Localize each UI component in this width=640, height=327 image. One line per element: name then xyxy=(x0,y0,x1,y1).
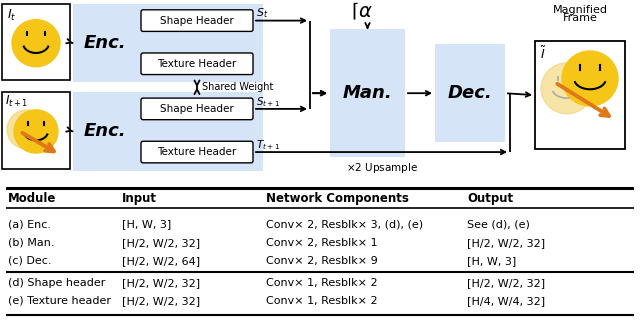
Text: Magnified: Magnified xyxy=(552,5,607,15)
Bar xyxy=(2,92,70,169)
Circle shape xyxy=(12,20,60,67)
Text: Shape Header: Shape Header xyxy=(160,104,234,114)
Text: Man.: Man. xyxy=(342,84,392,102)
Text: Enc.: Enc. xyxy=(84,34,126,52)
FancyBboxPatch shape xyxy=(141,98,253,120)
Text: [H, W, 3]: [H, W, 3] xyxy=(467,256,516,266)
Text: [H/2, W/2, 32]: [H/2, W/2, 32] xyxy=(122,278,200,288)
Bar xyxy=(535,41,625,149)
Text: [H/4, W/4, 32]: [H/4, W/4, 32] xyxy=(467,296,545,306)
Text: (a) Enc.: (a) Enc. xyxy=(8,219,51,230)
Text: Frame: Frame xyxy=(563,13,597,23)
Text: Shared Weight: Shared Weight xyxy=(202,82,273,92)
Bar xyxy=(73,4,263,82)
Circle shape xyxy=(541,63,593,114)
Text: Input: Input xyxy=(122,192,157,205)
Circle shape xyxy=(14,110,58,153)
Text: $S_t$: $S_t$ xyxy=(256,7,268,21)
Text: $S_{t+1}$: $S_{t+1}$ xyxy=(256,95,280,109)
Text: Output: Output xyxy=(467,192,513,205)
Text: [H/2, W/2, 32]: [H/2, W/2, 32] xyxy=(467,278,545,288)
Text: [H/2, W/2, 32]: [H/2, W/2, 32] xyxy=(467,238,545,248)
Text: Conv× 1, Resblk× 2: Conv× 1, Resblk× 2 xyxy=(266,278,378,288)
Text: Shape Header: Shape Header xyxy=(160,16,234,26)
Text: Module: Module xyxy=(8,192,57,205)
Text: (e) Texture header: (e) Texture header xyxy=(8,296,111,306)
Text: [H/2, W/2, 32]: [H/2, W/2, 32] xyxy=(122,296,200,306)
Text: $\tilde{I}$: $\tilde{I}$ xyxy=(540,45,546,61)
Text: Dec.: Dec. xyxy=(447,84,492,102)
Bar xyxy=(435,44,505,142)
Bar xyxy=(73,92,263,171)
Text: (b) Man.: (b) Man. xyxy=(8,238,55,248)
Text: [H/2, W/2, 64]: [H/2, W/2, 64] xyxy=(122,256,200,266)
Text: $\lceil \alpha$: $\lceil \alpha$ xyxy=(351,0,374,22)
Text: See (d), (e): See (d), (e) xyxy=(467,219,530,230)
Text: Conv× 2, Resblk× 1: Conv× 2, Resblk× 1 xyxy=(266,238,378,248)
Text: $I_{t+1}$: $I_{t+1}$ xyxy=(5,94,28,109)
Bar xyxy=(2,4,70,80)
Text: [H/2, W/2, 32]: [H/2, W/2, 32] xyxy=(122,238,200,248)
FancyBboxPatch shape xyxy=(141,10,253,31)
Text: $\times$2 Upsample: $\times$2 Upsample xyxy=(346,161,417,175)
Text: Texture Header: Texture Header xyxy=(157,59,237,69)
Text: (d) Shape header: (d) Shape header xyxy=(8,278,106,288)
Text: $T_{t+1}$: $T_{t+1}$ xyxy=(256,138,280,152)
Text: Enc.: Enc. xyxy=(84,122,126,141)
Text: Conv× 2, Resblk× 9: Conv× 2, Resblk× 9 xyxy=(266,256,378,266)
Text: $I_t$: $I_t$ xyxy=(7,8,17,23)
Circle shape xyxy=(7,110,47,149)
Text: Network Components: Network Components xyxy=(266,192,409,205)
Text: Conv× 1, Resblk× 2: Conv× 1, Resblk× 2 xyxy=(266,296,378,306)
Circle shape xyxy=(562,51,618,106)
Text: Texture Header: Texture Header xyxy=(157,147,237,157)
Text: Conv× 2, Resblk× 3, (d), (e): Conv× 2, Resblk× 3, (d), (e) xyxy=(266,219,423,230)
Text: [H, W, 3]: [H, W, 3] xyxy=(122,219,172,230)
Text: (c) Dec.: (c) Dec. xyxy=(8,256,52,266)
FancyBboxPatch shape xyxy=(141,141,253,163)
Bar xyxy=(330,29,405,157)
FancyBboxPatch shape xyxy=(141,53,253,75)
